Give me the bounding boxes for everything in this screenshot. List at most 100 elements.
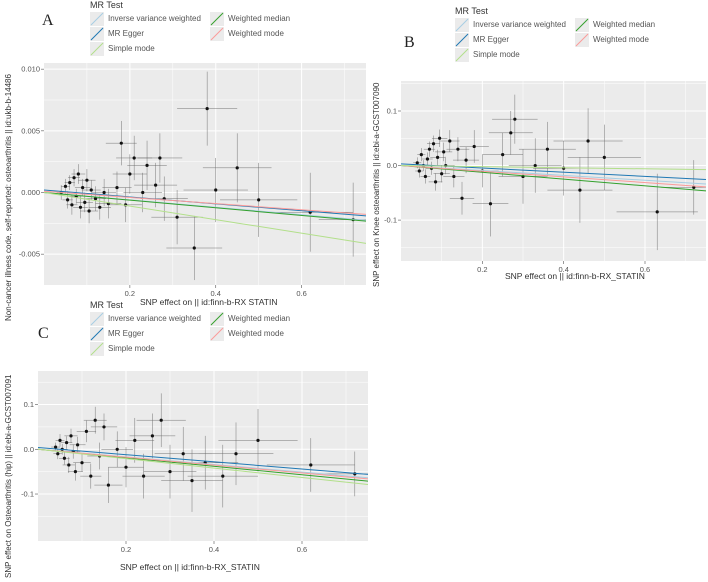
- point: [438, 136, 442, 140]
- data-point: [78, 169, 96, 192]
- data-point: [417, 148, 426, 162]
- point: [85, 178, 89, 182]
- legend-label: Weighted median: [593, 20, 656, 29]
- point: [89, 474, 93, 478]
- point: [425, 157, 430, 161]
- legend-key: [210, 312, 224, 326]
- data-point: [459, 130, 489, 163]
- point: [442, 150, 446, 154]
- scatter-plot: 0.2 0.4 0.6 -0.1 0.0 0.1: [21, 371, 368, 554]
- regression-line: [401, 165, 706, 171]
- x-axis-label: SNP effect on || id:finn-b-RX_STATIN: [505, 271, 645, 281]
- point: [54, 445, 58, 449]
- point: [423, 174, 427, 179]
- point: [76, 443, 80, 447]
- data-point: [83, 406, 107, 434]
- point: [70, 203, 74, 207]
- point: [145, 163, 149, 167]
- scatter-plot: 0.2 0.4 0.6 -0.005 0.000 0.005 0.010: [19, 63, 366, 298]
- x-tick-label: 0.6: [296, 289, 306, 298]
- legend-key: [210, 27, 224, 41]
- data-point: [71, 164, 86, 184]
- data-point: [492, 94, 538, 144]
- data-point: [488, 111, 533, 155]
- x-tick-label: 0.4: [209, 545, 219, 554]
- x-tick-label: 0.6: [640, 265, 650, 274]
- legend-title: MR Test: [90, 300, 123, 310]
- point: [433, 180, 438, 184]
- point: [115, 447, 119, 451]
- point: [501, 153, 505, 157]
- y-axis-label: SNP effect on Knee osteoarthritis || id:…: [372, 82, 381, 287]
- regression-line: [44, 190, 366, 215]
- point: [472, 144, 476, 149]
- point: [460, 196, 464, 200]
- point: [578, 188, 582, 192]
- point: [234, 452, 238, 456]
- legend-key: [90, 12, 104, 26]
- y-tick-label: 0.010: [21, 65, 40, 74]
- data-point: [218, 409, 298, 472]
- y-tick-label: 0.000: [21, 188, 40, 197]
- data-point: [198, 422, 274, 486]
- data-point: [73, 453, 91, 472]
- data-point: [53, 448, 63, 460]
- point: [67, 463, 71, 467]
- panel-label: B: [404, 34, 415, 51]
- point: [190, 479, 194, 483]
- legend-label: Simple mode: [108, 44, 155, 53]
- point: [436, 155, 440, 159]
- point: [98, 205, 102, 209]
- point: [84, 429, 88, 433]
- point: [128, 172, 132, 176]
- data-point: [177, 71, 238, 146]
- legend-label: Weighted median: [228, 314, 291, 323]
- data-point: [69, 436, 86, 453]
- x-tick-label: 0.2: [477, 265, 487, 274]
- regression-line: [44, 192, 366, 244]
- x-tick-label: 0.2: [121, 545, 131, 554]
- data-point: [90, 413, 118, 441]
- regression-line: [401, 165, 706, 188]
- y-tick-label: -0.1: [384, 216, 397, 225]
- legend-key: [455, 33, 469, 47]
- legend-key: [575, 33, 589, 47]
- point: [602, 155, 606, 159]
- point: [205, 107, 209, 111]
- y-tick-label: 0.1: [387, 107, 397, 116]
- data-point: [266, 438, 355, 492]
- data-point: [220, 162, 298, 237]
- x-tick-label: 0.4: [211, 289, 221, 298]
- data-point: [567, 124, 641, 191]
- point: [427, 147, 432, 151]
- data-point: [420, 169, 431, 184]
- data-point: [446, 137, 470, 162]
- legend-key: [90, 27, 104, 41]
- point: [545, 147, 549, 151]
- regression-line: [38, 448, 368, 480]
- point: [417, 169, 421, 173]
- point: [132, 156, 136, 160]
- point: [142, 474, 146, 478]
- data-point: [55, 434, 65, 447]
- point: [63, 184, 68, 188]
- point: [106, 483, 110, 487]
- point: [168, 470, 172, 474]
- point: [655, 210, 659, 214]
- point: [133, 438, 137, 442]
- regression-line: [44, 192, 366, 222]
- data-point: [422, 152, 433, 166]
- point: [124, 465, 128, 469]
- legend-title: MR Test: [455, 6, 488, 16]
- point: [68, 181, 72, 185]
- plot-area: [44, 71, 366, 281]
- point: [76, 172, 80, 176]
- point: [488, 202, 493, 206]
- point: [150, 434, 154, 438]
- point: [235, 166, 239, 170]
- y-tick-label: 0.1: [24, 400, 34, 409]
- x-axis-label: SNP effect on || id:finn-b-RX STATIN: [140, 297, 278, 307]
- data-point: [102, 171, 132, 204]
- data-point: [94, 467, 123, 503]
- scatter-plot: 0.2 0.4 0.6 -0.1 0.0 0.1: [384, 81, 706, 274]
